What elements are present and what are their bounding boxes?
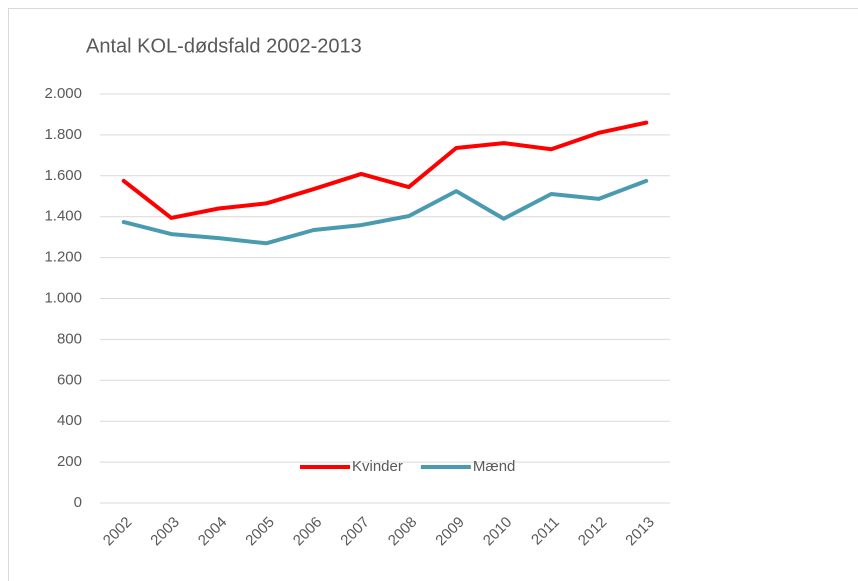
y-tick-label: 1.200 bbox=[44, 249, 82, 266]
line-series bbox=[121, 178, 649, 246]
y-tick-label: 200 bbox=[57, 453, 82, 470]
legend-label: Mænd bbox=[473, 458, 516, 475]
legend-label: Kvinder bbox=[352, 458, 403, 475]
y-tick-label: 2.000 bbox=[44, 85, 82, 102]
chart-title: Antal KOL-dødsfald 2002-2013 bbox=[86, 35, 362, 57]
y-tick-label: 600 bbox=[57, 371, 82, 388]
y-tick-label: 400 bbox=[57, 412, 82, 429]
chart-frame bbox=[8, 8, 858, 581]
y-tick-label: 1.600 bbox=[44, 167, 82, 184]
y-tick-label: 1.000 bbox=[44, 289, 82, 306]
line-series bbox=[121, 120, 649, 220]
y-tick-label: 1.800 bbox=[44, 126, 82, 143]
y-tick-label: 0 bbox=[74, 494, 82, 511]
y-tick-label: 1.400 bbox=[44, 208, 82, 225]
y-tick-label: 800 bbox=[57, 330, 82, 347]
